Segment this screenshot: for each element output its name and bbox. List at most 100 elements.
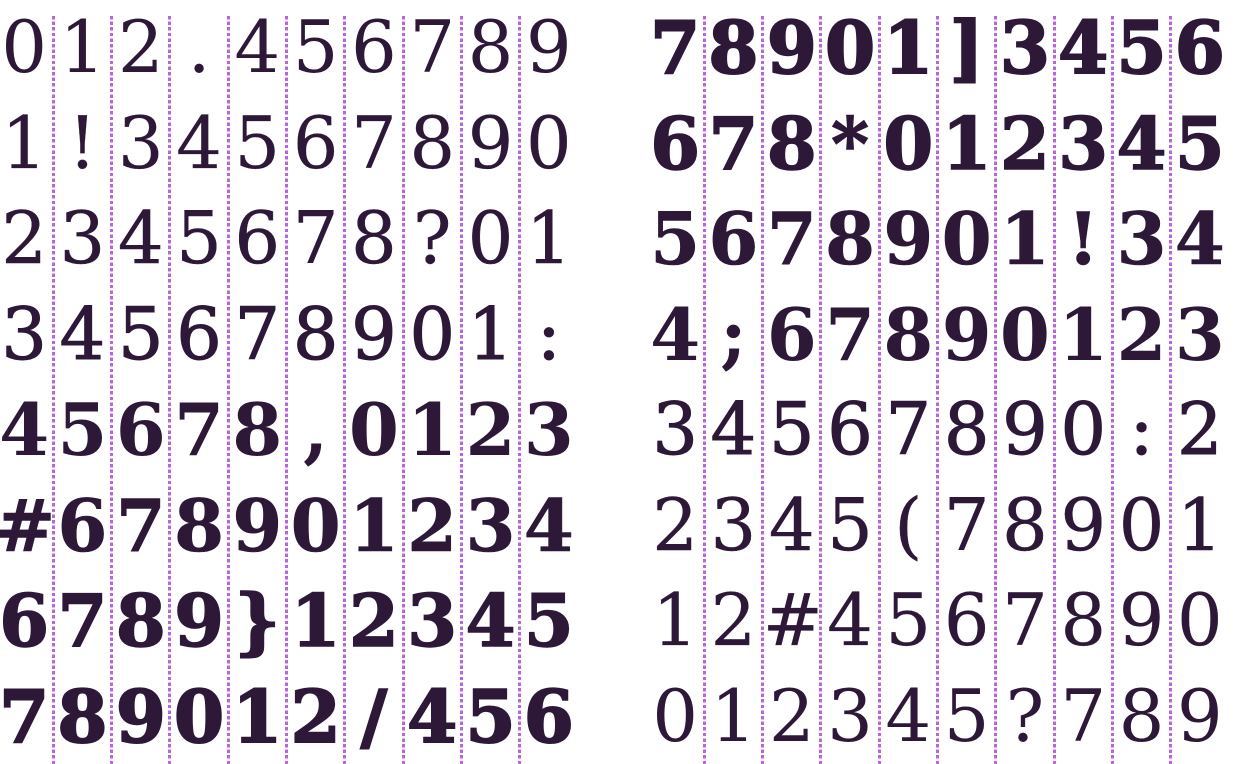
glyph-cell: : — [1129, 387, 1154, 472]
column-guide-line — [518, 16, 522, 764]
column-guide-line — [936, 16, 939, 764]
glyph-cell: 6 — [351, 5, 397, 89]
glyph-cell: 5 — [117, 291, 164, 376]
glyph-cell: 7 — [115, 482, 166, 568]
glyph-cell: 2 — [652, 482, 699, 567]
glyph-cell: 5 — [768, 387, 815, 472]
glyph-cell: 1 — [882, 4, 934, 91]
glyph-cell: 6 — [0, 577, 50, 663]
glyph-cell: 0 — [290, 482, 341, 568]
glyph-cell: 6 — [943, 578, 990, 662]
glyph-cell: 5 — [885, 578, 932, 662]
glyph-cell: 7 — [885, 387, 932, 472]
column-guide-line — [819, 16, 823, 764]
glyph-cell: 6 — [176, 291, 223, 376]
glyph-cell: 6 — [649, 100, 701, 186]
column-guide-line — [1052, 16, 1056, 764]
glyph-cell: 4 — [650, 291, 701, 377]
glyph-cell: 6 — [57, 482, 108, 568]
glyph-cell: 5 — [943, 673, 990, 758]
glyph-cell: 6 — [1174, 4, 1226, 91]
glyph-cell: 3 — [1, 291, 48, 376]
glyph-cell: 7 — [351, 100, 397, 185]
glyph-cell: 2 — [465, 387, 516, 472]
glyph-cell: 1 — [348, 482, 400, 568]
glyph-cell: 0 — [652, 673, 699, 758]
glyph-cell: 7 — [234, 291, 281, 376]
glyph-row: #6 7 8 9 0 1 2 3 4 — [0, 478, 579, 574]
glyph-cell: 4 — [59, 291, 106, 376]
glyph-cell: 5 — [234, 100, 281, 185]
glyph-cell: 3 — [465, 482, 516, 568]
glyph-cell: 0 — [1, 5, 48, 89]
glyph-cell: 8 — [1002, 482, 1048, 567]
glyph-cell: 9 — [941, 291, 992, 377]
glyph-cell: 5 — [523, 577, 575, 663]
column-guide-line — [343, 16, 347, 764]
column-guide-line — [285, 16, 288, 764]
glyph-cell: 3 — [1174, 291, 1225, 377]
glyph-cell: 1 — [467, 291, 514, 376]
glyph-cell: 9 — [1118, 578, 1165, 662]
glyph-cell: 1 — [999, 196, 1051, 282]
glyph-cell: 8 — [351, 196, 397, 280]
glyph-cell: . — [187, 5, 211, 89]
glyph-cell: 8 — [766, 100, 818, 186]
glyph-cell: 2 — [999, 100, 1051, 186]
glyph-cell: 1 — [231, 673, 283, 760]
column-guide-line — [459, 16, 463, 764]
glyph-cell: 6 — [292, 100, 339, 185]
glyph-cell: 2 — [768, 673, 815, 758]
glyph-cell: / — [360, 673, 388, 760]
glyph-cell: 8 — [232, 387, 283, 472]
glyph-cell: 7 — [824, 291, 876, 377]
glyph-cell: 9 — [115, 673, 167, 760]
glyph-row: 2 3 4 5(7 8 9 0 1 — [646, 478, 1230, 574]
glyph-cell: 7 — [649, 4, 701, 91]
glyph-cell: , — [303, 387, 329, 472]
glyph-cell: } — [233, 577, 281, 663]
column-guide-line — [994, 16, 998, 764]
glyph-cell: 6 — [115, 387, 166, 472]
glyph-cell: 7 — [708, 100, 760, 186]
glyph-cell: 2 — [290, 673, 342, 760]
glyph-cell: 7 — [766, 196, 817, 282]
glyph-cell: ; — [720, 291, 747, 377]
glyph-cell: 0 — [883, 100, 935, 186]
glyph-cell: 7 — [0, 673, 50, 760]
glyph-cell: 6 — [708, 196, 759, 282]
glyph-cell: 8 — [1118, 673, 1165, 758]
glyph-cell: : — [536, 291, 561, 376]
glyph-cell: ] — [949, 4, 985, 91]
glyph-cell: 1 — [652, 578, 699, 662]
left-glyph-block: 0 1 2. 4 5 6 7 8 9 1! 3 4 5 6 7 8 9 0 2 3 4 5 6 7 8? 0 1 3 4 5 6 7 8 9 0 1:… — [0, 0, 579, 764]
column-guide-line — [1169, 16, 1173, 764]
glyph-cell: ? — [1005, 673, 1045, 758]
glyph-cell: 4 — [523, 482, 574, 568]
glyph-cell: 9 — [525, 5, 572, 89]
glyph-cell: 1 — [710, 673, 757, 758]
glyph-cell: 8 — [1060, 578, 1107, 662]
glyph-cell: 8 — [56, 673, 108, 760]
glyph-row: 7 8 9 0 1] 3 4 5 6 — [646, 0, 1230, 96]
glyph-cell: 0 — [525, 100, 572, 185]
glyph-cell: 5 — [57, 387, 108, 472]
glyph-cell: 7 — [1002, 578, 1048, 662]
glyph-cell: 2 — [117, 5, 164, 89]
glyph-cell: 4 — [176, 100, 222, 185]
glyph-cell: 7 — [292, 196, 339, 280]
glyph-cell: 0 — [467, 196, 514, 280]
glyph-cell: 5 — [1174, 100, 1226, 186]
glyph-cell: 6 — [766, 291, 817, 377]
glyph-cell: 8 — [173, 482, 225, 568]
glyph-cell: 0 — [941, 196, 992, 282]
glyph-cell: 1 — [1, 100, 48, 185]
glyph-cell: 1 — [59, 5, 106, 89]
glyph-cell: 7 — [943, 482, 990, 567]
glyph-cell: 0 — [173, 673, 225, 760]
glyph-cell: 9 — [467, 100, 514, 185]
glyph-cell: ? — [412, 196, 452, 280]
